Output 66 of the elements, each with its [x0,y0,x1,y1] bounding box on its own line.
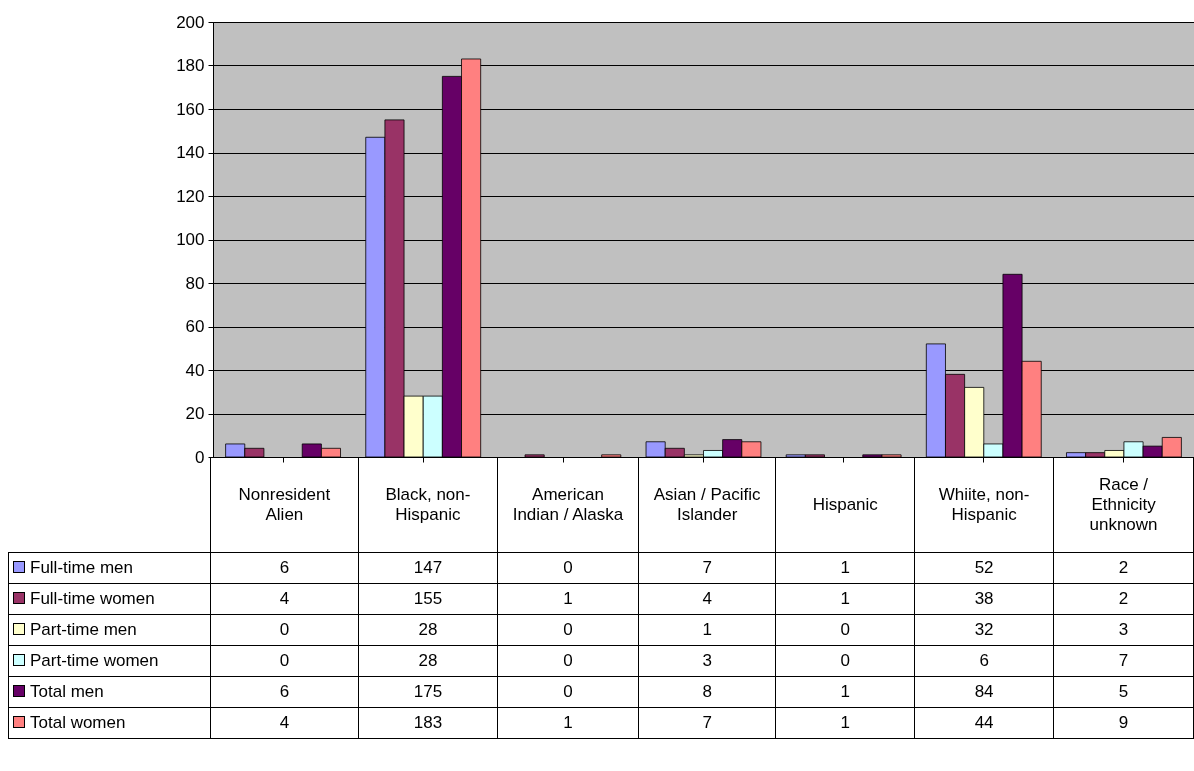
data-label: 1 [775,583,915,615]
y-tick-label: 160 [176,99,205,119]
y-tick-label: 0 [195,447,205,467]
data-label: 1 [775,707,915,739]
data-label: 28 [358,645,498,677]
data-label: 0 [497,552,639,584]
data-label: 5 [1053,676,1194,708]
data-label: 6 [210,552,359,584]
y-tick-label: 20 [185,404,205,423]
legend-label: Total women [8,707,211,739]
data-label: 4 [210,583,359,615]
data-label: 3 [638,645,776,677]
data-label: 44 [914,707,1054,739]
legend-label: Total men [8,676,211,708]
data-label: 3 [1053,614,1194,646]
data-label: 6 [210,676,359,708]
legend-label: Part-time men [8,614,211,646]
data-label: 155 [358,583,498,615]
y-tick-label: 100 [176,230,205,249]
data-label: 84 [914,676,1054,708]
data-label: 9 [1053,707,1194,739]
data-label: 7 [638,552,776,584]
data-label: 1 [638,614,776,646]
x-tick-label: Race / Ethnicity unknown [1053,457,1194,553]
data-label: 0 [497,676,639,708]
data-label: 8 [638,676,776,708]
data-label: 1 [775,676,915,708]
data-label: 0 [210,614,359,646]
legend-label: Full-time men [8,552,211,584]
data-label: 147 [358,552,498,584]
x-tick-label: Black, non-Hispanic [358,457,498,553]
data-label: 175 [358,676,498,708]
data-label: 0 [775,645,915,677]
data-label: 7 [1053,645,1194,677]
x-tick-label: Nonresident Alien [210,457,359,553]
data-label: 1 [497,583,639,615]
y-tick-label: 200 [176,12,205,32]
x-tick-label: Whiite, non-Hispanic [914,457,1054,553]
data-label: 2 [1053,552,1194,584]
legend-label: Part-time women [8,645,211,677]
y-tick-label: 80 [185,273,205,293]
data-label: 1 [497,707,639,739]
data-label: 0 [497,614,639,646]
legend-label: Full-time women [8,583,211,615]
data-label: 6 [914,645,1054,677]
x-tick-label: American Indian / Alaska [497,457,639,553]
data-label: 4 [210,707,359,739]
data-label: 28 [358,614,498,646]
data-label: 2 [1053,583,1194,615]
x-tick-label: Hispanic [775,457,915,553]
data-label: 1 [775,552,915,584]
data-label: 7 [638,707,776,739]
x-tick-label: Asian / Pacific Islander [638,457,776,553]
y-tick-label: 120 [176,186,205,206]
data-label: 183 [358,707,498,739]
y-tick-label: 140 [176,143,205,162]
y-tick-label: 180 [176,56,205,75]
data-label: 4 [638,583,776,615]
y-tick-label: 40 [185,360,205,380]
y-tick-label: 60 [185,317,205,336]
data-label: 38 [914,583,1054,615]
data-label: 52 [914,552,1054,584]
data-label: 32 [914,614,1054,646]
data-label: 0 [210,645,359,677]
data-label: 0 [497,645,639,677]
data-label: 0 [775,614,915,646]
